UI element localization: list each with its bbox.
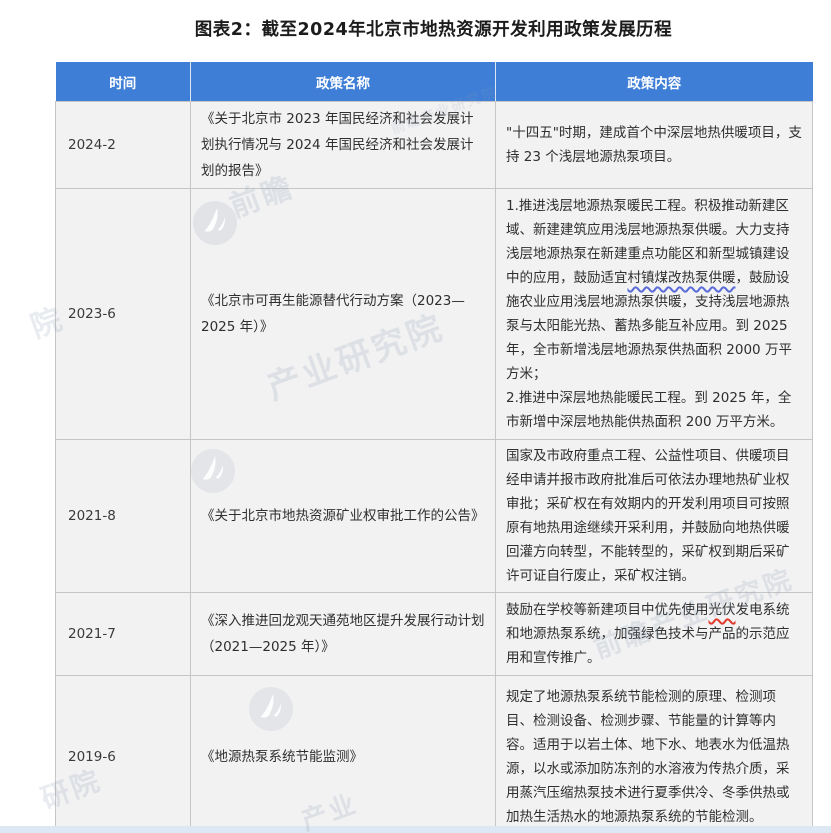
policy-content-cell: 规定了地源热泵系统节能检测的原理、检测项目、检测设备、检测步骤、节能量的计算等内…	[495, 675, 813, 833]
page-title: 图表2：截至2024年北京市地热资源开发利用政策发展历程	[194, 20, 673, 40]
policy-content-cell: 鼓励在学校等新建项目中优先使用光伏发电系统和地源热泵系统，加强绿色技术与产品的示…	[495, 592, 813, 676]
content-paragraph: 2.推进中深层地热能暖民工程。到 2025 年，全市新增中深层地热能供热面积 2…	[506, 390, 792, 430]
policy-table: 时间 政策名称 政策内容 2024-2 《关于北京市 2023 年国民经济和社会…	[55, 62, 813, 833]
time-cell: 2024-2	[55, 101, 191, 189]
content-paragraph: 1.推进浅层地源热泵暖民工程。积极推动新建区域、新建建筑应用浅层地源热泵供暖。大…	[506, 194, 802, 386]
time-cell: 2021-7	[55, 592, 191, 676]
policy-name-cell: 《深入推进回龙观天通苑地区提升发展行动计划（2021—2025 年）》	[190, 592, 496, 676]
policy-name-cell: 《关于北京市 2023 年国民经济和社会发展计划执行情况与 2024 年国民经济…	[190, 101, 496, 189]
content-text: 1.推进浅层地源热泵暖民工程。积极推动新建区域、新建建筑应用浅层地源热泵供暖。大…	[506, 198, 790, 286]
time-cell: 2023-6	[55, 188, 191, 440]
policy-name-cell: 《关于北京市地热资源矿业权审批工作的公告》	[190, 439, 496, 593]
content-text: ，鼓励设施农业应用浅层地源热泵供暖，支持浅层地源热泵与太阳能光热、蓄热多能互补应…	[506, 270, 792, 382]
policy-content-cell: "十四五"时期，建成首个中深层地热供暖项目，支持 23 个浅层地源热泵项目。	[495, 101, 813, 189]
policy-name-cell: 《北京市可再生能源替代行动方案（2023—2025 年）》	[190, 188, 496, 440]
content-text: 鼓励在学校等新建项目中优先使用	[506, 602, 709, 618]
policy-content-cell: 1.推进浅层地源热泵暖民工程。积极推动新建区域、新建建筑应用浅层地源热泵供暖。大…	[495, 188, 813, 440]
table-row: 2021-8 《关于北京市地热资源矿业权审批工作的公告》 国家及市政府重点工程、…	[55, 439, 813, 593]
table-header-row: 时间 政策名称 政策内容	[55, 62, 813, 102]
content-text: 发电系统和地源热泵系统，加强绿色技术与产品的示范应用和宣传推广。	[506, 602, 790, 666]
page-bottom-divider	[0, 826, 831, 833]
table-row: 2024-2 《关于北京市 2023 年国民经济和社会发展计划执行情况与 202…	[55, 101, 813, 189]
policy-name-cell: 《地源热泵系统节能监测》	[190, 675, 496, 833]
table-row: 2021-7 《深入推进回龙观天通苑地区提升发展行动计划（2021—2025 年…	[55, 592, 813, 676]
time-cell: 2021-8	[55, 439, 191, 593]
spellcheck-underline-text: 村镇煤改热泵供暖	[627, 270, 736, 286]
table-row: 2019-6 《地源热泵系统节能监测》 规定了地源热泵系统节能检测的原理、检测项…	[55, 675, 813, 833]
column-header-time: 时间	[55, 62, 191, 102]
column-header-policy-content: 政策内容	[495, 62, 813, 102]
time-cell: 2019-6	[55, 675, 191, 833]
policy-content-cell: 国家及市政府重点工程、公益性项目、供暖项目经申请并报市政府批准后可依法办理地热矿…	[495, 439, 813, 593]
table-row: 2023-6 《北京市可再生能源替代行动方案（2023—2025 年）》 1.推…	[55, 188, 813, 440]
column-header-policy-name: 政策名称	[190, 62, 496, 102]
spellcheck-underline-text: 光伏	[708, 602, 736, 618]
